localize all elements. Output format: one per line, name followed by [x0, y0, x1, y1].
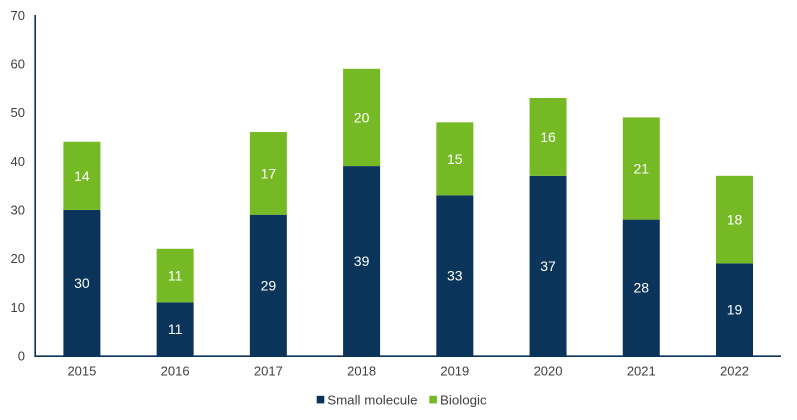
svg-text:18: 18 [727, 212, 743, 228]
svg-text:2022: 2022 [720, 363, 749, 378]
svg-text:37: 37 [540, 258, 556, 274]
svg-text:39: 39 [354, 253, 370, 269]
svg-text:33: 33 [447, 268, 463, 284]
svg-text:30: 30 [74, 275, 90, 291]
svg-text:2019: 2019 [440, 363, 469, 378]
svg-text:11: 11 [168, 268, 183, 284]
svg-text:60: 60 [11, 57, 25, 72]
svg-text:19: 19 [727, 302, 743, 318]
svg-text:2020: 2020 [534, 363, 563, 378]
svg-text:2015: 2015 [67, 363, 96, 378]
svg-text:40: 40 [11, 154, 25, 169]
svg-text:15: 15 [447, 151, 463, 167]
svg-text:2016: 2016 [161, 363, 190, 378]
svg-text:30: 30 [11, 203, 25, 218]
svg-text:28: 28 [633, 280, 649, 296]
svg-text:Biologic: Biologic [440, 392, 487, 407]
svg-text:2021: 2021 [627, 363, 656, 378]
svg-text:0: 0 [18, 348, 25, 363]
svg-text:14: 14 [74, 168, 90, 184]
svg-text:29: 29 [261, 277, 277, 293]
svg-text:70: 70 [11, 8, 25, 23]
svg-text:20: 20 [354, 109, 370, 125]
svg-text:17: 17 [261, 165, 277, 181]
svg-text:20: 20 [11, 251, 25, 266]
svg-text:10: 10 [11, 300, 25, 315]
svg-text:21: 21 [633, 161, 649, 177]
svg-text:11: 11 [168, 321, 183, 337]
svg-text:2018: 2018 [347, 363, 376, 378]
svg-text:50: 50 [11, 105, 25, 120]
svg-text:Small molecule: Small molecule [327, 392, 417, 407]
svg-text:2017: 2017 [254, 363, 283, 378]
svg-text:16: 16 [540, 129, 556, 145]
